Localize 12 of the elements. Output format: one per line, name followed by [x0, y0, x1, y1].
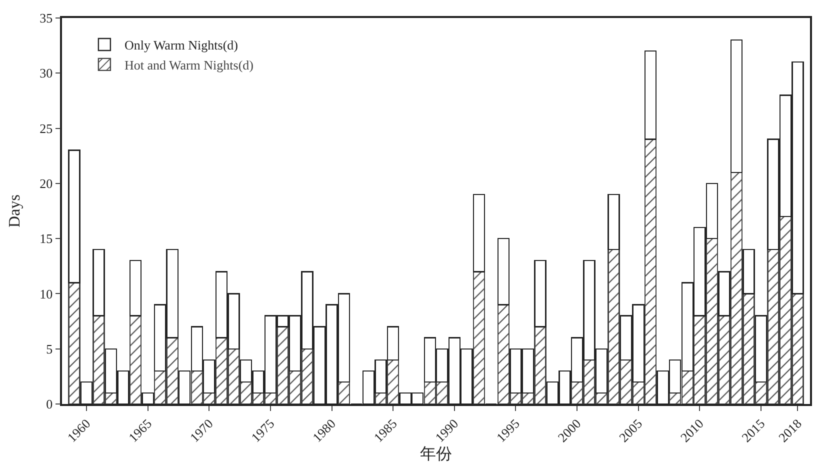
y-tick-label: 35	[40, 10, 53, 26]
y-tick-label: 25	[40, 120, 53, 136]
legend-label: Only Warm Nights(d)	[124, 38, 238, 53]
text: Hot and Warm Nights(d)	[124, 58, 254, 72]
y-axis-title: Days	[6, 194, 24, 228]
y-tick-label: 30	[40, 66, 53, 81]
y-tick-label: 0	[46, 396, 53, 412]
y-tick-label: 5	[46, 341, 53, 356]
y-tick-label: 20	[40, 176, 53, 191]
y-tick-label: 10	[40, 286, 53, 302]
x-axis-title: 年份	[420, 446, 452, 464]
y-tick-label: 15	[40, 231, 53, 246]
